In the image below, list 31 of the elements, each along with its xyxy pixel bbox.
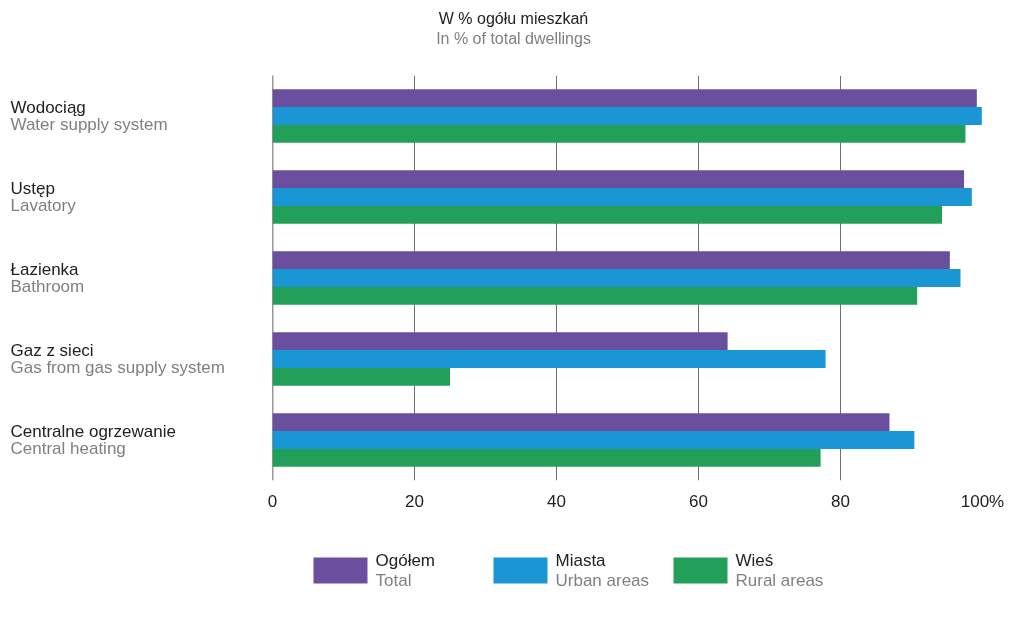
bar bbox=[272, 448, 821, 467]
bar bbox=[272, 170, 965, 189]
bar bbox=[272, 286, 918, 305]
x-tick-label: 60 bbox=[689, 491, 708, 511]
bar bbox=[272, 251, 950, 270]
bar bbox=[272, 431, 915, 449]
y-tick-label: Centralne ogrzewanie Central heating bbox=[10, 421, 176, 459]
x-tick-label: 100% bbox=[960, 491, 1005, 511]
bar bbox=[272, 89, 977, 108]
bar bbox=[272, 269, 961, 287]
bar bbox=[272, 205, 943, 224]
chart-title: W % ogółu mieszkań bbox=[438, 10, 589, 27]
y-tick-label: Łazienka Bathroom bbox=[10, 259, 85, 297]
x-tick-label: 0 bbox=[267, 491, 278, 511]
legend-label: Miasta Urban areas bbox=[555, 551, 650, 590]
bar bbox=[272, 188, 972, 206]
bar bbox=[272, 350, 826, 368]
legend-label: Ogółem Total bbox=[375, 551, 436, 590]
bar bbox=[272, 413, 890, 432]
bar bbox=[272, 332, 728, 351]
bar bbox=[272, 124, 966, 143]
bar bbox=[272, 107, 982, 125]
chart-subtitle: In % of total dwellings bbox=[436, 30, 591, 47]
y-tick-label: Wodociąg Water supply system bbox=[10, 97, 168, 135]
legend-label: Wieś Rural areas bbox=[735, 551, 824, 590]
y-tick-label: Ustęp Lavatory bbox=[10, 178, 77, 216]
bar bbox=[272, 367, 450, 386]
x-tick-label: 40 bbox=[547, 491, 566, 511]
x-tick-label: 80 bbox=[831, 491, 850, 511]
x-tick-label: 20 bbox=[405, 491, 424, 511]
y-tick-label: Gaz z sieci Gas from gas supply system bbox=[10, 340, 225, 378]
